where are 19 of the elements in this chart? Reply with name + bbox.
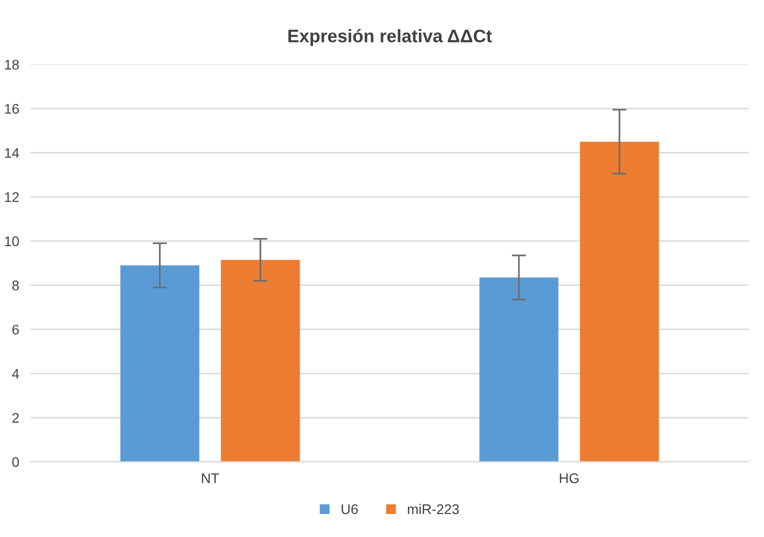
y-tick-label: 16	[5, 104, 19, 114]
x-tick-label: NT	[202, 473, 220, 483]
y-tick-label: 14	[5, 148, 20, 158]
y-tick-label: 4	[12, 368, 20, 379]
x-tick-label: HG	[560, 473, 579, 484]
y-tick-label: 8	[12, 280, 19, 290]
y-tick-label: 2	[12, 413, 19, 423]
bar	[580, 142, 659, 462]
bar	[120, 265, 200, 462]
legend-label: U6	[342, 504, 358, 514]
y-tick-label: 18	[5, 60, 19, 70]
bar	[479, 277, 558, 462]
bar	[220, 260, 300, 462]
y-tick-label: 10	[5, 236, 19, 246]
legend-label: miR-223	[408, 504, 459, 514]
y-tick-label: 0	[12, 457, 19, 467]
y-tick-label: 12	[5, 192, 19, 202]
y-tick-label: 6	[12, 324, 19, 335]
chart-title: Expresión relativa ΔΔCt	[288, 28, 492, 46]
